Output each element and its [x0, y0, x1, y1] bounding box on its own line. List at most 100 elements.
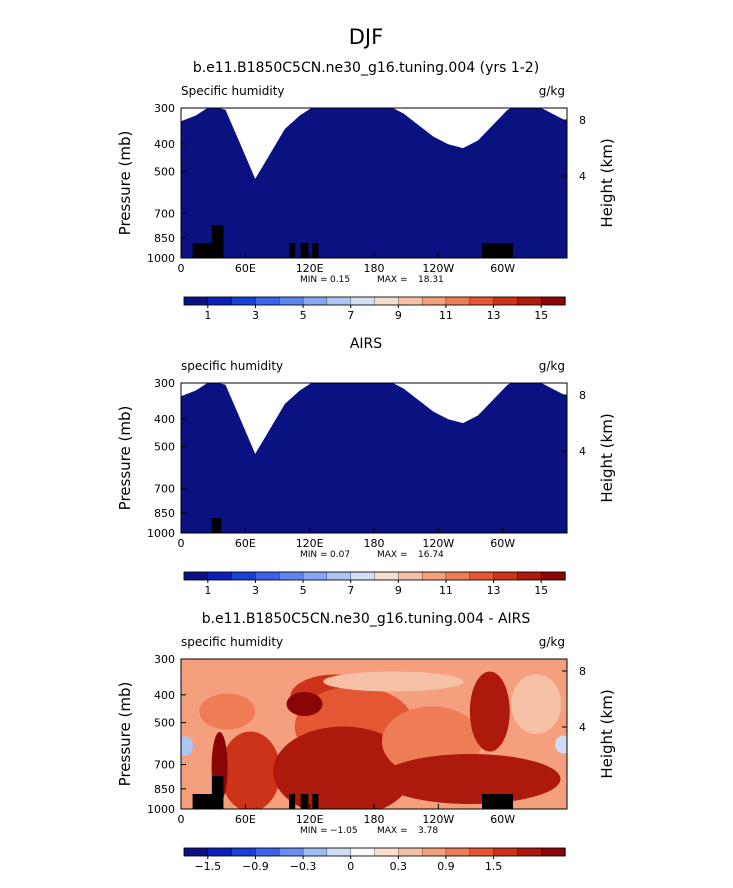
x-tick-label: 180 [364, 262, 385, 275]
x-tick-label: 120E [296, 262, 324, 275]
colorbar-swatch [469, 847, 495, 857]
colorbar-swatch [469, 296, 495, 306]
colorbar-swatch [302, 296, 328, 306]
x-tick-label: 120E [296, 537, 324, 550]
topography [482, 794, 513, 809]
colorbar-swatch [183, 296, 209, 306]
x-tick-label: 60W [490, 537, 515, 550]
colorbar-swatch [374, 296, 399, 306]
colorbar-swatch [398, 847, 423, 857]
colorbar-swatch [255, 296, 280, 306]
topography [211, 225, 224, 258]
y-tick-label: 500 [154, 717, 175, 730]
colorbar-label: 7 [347, 584, 354, 597]
stat-min-value: −1.05 [330, 826, 358, 836]
colorbar-swatch [231, 847, 257, 857]
colorbar-label: 5 [300, 309, 307, 322]
y-tick-label: 850 [154, 783, 175, 796]
colorbar-swatch [421, 296, 447, 306]
stat-min-value: 0.15 [330, 275, 350, 285]
colorbar-swatch [350, 296, 376, 306]
x-tick-label: 60E [235, 813, 256, 826]
stat-max-label: MAX = [377, 550, 408, 560]
x-tick-label: 60W [490, 813, 515, 826]
y-axis-label: Pressure (mb) [116, 131, 134, 236]
x-tick-label: 60E [235, 262, 256, 275]
colorbar-label: 0.9 [437, 860, 455, 873]
colorbar-swatch [207, 571, 233, 581]
topography [312, 243, 319, 258]
y-tick-label: 400 [154, 413, 175, 426]
topography [482, 243, 513, 258]
topography [312, 794, 319, 809]
y-right-tick-label: 8 [579, 665, 586, 678]
colorbar-swatch [207, 847, 233, 857]
colorbar-label: 3 [252, 309, 259, 322]
x-tick-label: 120E [296, 813, 324, 826]
colorbar-swatch [374, 847, 399, 857]
colorbar-label: 9 [395, 584, 402, 597]
x-tick-label: 120W [422, 262, 454, 275]
colorbar-swatch [350, 847, 376, 857]
topography [289, 243, 296, 258]
colorbar-swatch [421, 847, 447, 857]
stat-max-value: 3.78 [418, 826, 438, 836]
y-tick-label: 300 [154, 653, 175, 666]
x-tick-label: 180 [364, 537, 385, 550]
stat-min-label: MIN = [300, 550, 328, 560]
colorbar-label: 13 [487, 309, 501, 322]
colorbar-swatch [350, 571, 376, 581]
colorbar-swatch [445, 571, 471, 581]
colorbar-swatch [517, 847, 542, 857]
colorbar-swatch [398, 296, 423, 306]
colorbar-frame [183, 847, 566, 857]
colorbar-swatch [326, 847, 352, 857]
colorbar-swatch [541, 296, 566, 306]
topography [300, 794, 309, 809]
topography [211, 518, 222, 533]
y-tick-label: 700 [154, 208, 175, 221]
colorbar-label: 1.5 [485, 860, 503, 873]
contour-field [181, 383, 567, 533]
x-tick-label: 120W [422, 537, 454, 550]
colorbar-swatch [255, 847, 280, 857]
y-tick-label: 300 [154, 377, 175, 390]
panel-title: b.e11.B1850C5CN.ne30_g16.tuning.004 - AI… [202, 611, 531, 627]
colorbar-swatch [493, 847, 519, 857]
x-tick-label: 0 [178, 813, 185, 826]
colorbar-swatch [302, 571, 328, 581]
colorbar-swatch [231, 296, 257, 306]
colorbar-swatch [517, 296, 542, 306]
y-right-tick-label: 4 [579, 721, 586, 734]
x-tick-label: 60E [235, 537, 256, 550]
panel-1: b.e11.B1850C5CN.ne30_g16.tuning.004 (yrs… [116, 60, 616, 322]
colorbar-label: 11 [439, 309, 453, 322]
topography [211, 776, 224, 809]
contour-field [181, 108, 567, 258]
colorbar-label: 15 [534, 309, 548, 322]
colorbar-label: 1 [204, 584, 211, 597]
x-tick-label: 0 [178, 537, 185, 550]
x-tick-label: 180 [364, 813, 385, 826]
x-tick-label: 60W [490, 262, 515, 275]
stat-max-label: MAX = [377, 826, 408, 836]
colorbar-label: 0.3 [390, 860, 408, 873]
panel-title: b.e11.B1850C5CN.ne30_g16.tuning.004 (yrs… [193, 60, 539, 76]
units-label: g/kg [539, 84, 565, 98]
colorbar-label: 0 [347, 860, 354, 873]
y-tick-label: 1000 [147, 803, 175, 816]
y-tick-label: 1000 [147, 527, 175, 540]
colorbar-swatch [374, 571, 399, 581]
colorbar-swatch [302, 847, 328, 857]
y-tick-label: 850 [154, 232, 175, 245]
colorbar-swatch [541, 571, 566, 581]
y-right-tick-label: 4 [579, 170, 586, 183]
units-label: g/kg [539, 359, 565, 373]
colorbar-swatch [445, 296, 471, 306]
colorbar-swatch [279, 847, 304, 857]
colorbar-swatch [279, 296, 304, 306]
colorbar-swatch [207, 296, 233, 306]
colorbar-label: −1.5 [194, 860, 221, 873]
